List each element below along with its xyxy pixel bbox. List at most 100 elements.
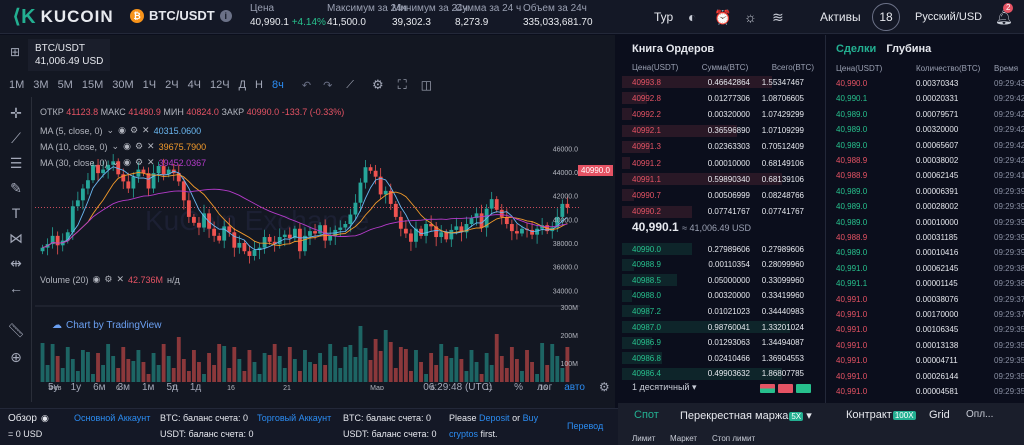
tab-trades[interactable]: Сделки bbox=[836, 43, 877, 55]
volume-legend[interactable]: Volume (20) ◉ ⚙ ✕ 42.736M н/д bbox=[40, 274, 180, 285]
pattern-icon[interactable]: ⋈ bbox=[9, 230, 23, 246]
tab-grid[interactable]: Grid bbox=[929, 409, 950, 421]
kucoin-logo[interactable]: ⟨K KUCOIN bbox=[12, 7, 114, 27]
chevron-down-icon[interactable]: ⌄ bbox=[111, 141, 120, 151]
assets-menu[interactable]: Активы bbox=[820, 0, 861, 34]
main-account-link[interactable]: Основной Аккаунт bbox=[74, 413, 151, 423]
bid-row[interactable]: 40986.8 0.02410466 1.36904553 bbox=[622, 352, 812, 365]
settings-gear-icon[interactable]: ⚙ bbox=[134, 141, 144, 151]
settings-gear-icon[interactable]: ⚙ bbox=[598, 380, 610, 394]
avatar[interactable]: 18 bbox=[872, 3, 900, 31]
theme-icon[interactable]: ◐ bbox=[688, 9, 697, 25]
close-icon[interactable]: ✕ bbox=[147, 157, 155, 167]
tab-spot[interactable]: Спот bbox=[634, 409, 659, 421]
daylight-icon[interactable]: ☼ bbox=[744, 9, 757, 25]
close-icon[interactable]: ✕ bbox=[116, 274, 125, 284]
chevron-down-icon[interactable]: ⌄ bbox=[106, 125, 115, 135]
measure-icon[interactable]: ⇹ bbox=[10, 255, 22, 271]
order-type-limit[interactable]: Лимит bbox=[632, 434, 656, 443]
undo-icon[interactable]: ↶ bbox=[301, 79, 312, 92]
settings-gear-icon[interactable]: ⚙ bbox=[129, 125, 139, 135]
grid-layout-icon[interactable]: ⊞ bbox=[9, 45, 21, 59]
order-type-stop-limit[interactable]: Стоп лимит bbox=[712, 434, 756, 443]
order-type-market[interactable]: Маркет bbox=[670, 434, 698, 443]
trendline-icon[interactable]: ⟋ bbox=[11, 130, 21, 146]
ask-row[interactable]: 40991.2 0.00010000 0.68149106 bbox=[622, 157, 812, 169]
ask-row[interactable]: 40992.2 0.00320000 1.07429299 bbox=[622, 108, 812, 121]
range-5d[interactable]: 5д bbox=[166, 381, 178, 393]
range-1d[interactable]: 1д bbox=[189, 381, 202, 393]
range-3m[interactable]: 3м bbox=[117, 381, 130, 393]
auto-toggle[interactable]: авто bbox=[564, 381, 585, 393]
range-6m[interactable]: 6м bbox=[93, 381, 106, 393]
asks-view-icon[interactable] bbox=[778, 384, 793, 393]
bid-row[interactable]: 40986.9 0.01293063 1.34494087 bbox=[622, 336, 812, 349]
log-toggle[interactable]: лог bbox=[537, 381, 553, 393]
tab-more[interactable]: Опл... bbox=[966, 409, 994, 420]
precision-selector[interactable]: 1 десятичный ▾ bbox=[632, 382, 697, 393]
tf-1w[interactable]: Н bbox=[255, 79, 263, 91]
tour-button[interactable]: Тур bbox=[654, 0, 673, 34]
ask-row[interactable]: 40990.7 0.00506999 0.08248766 bbox=[622, 189, 812, 202]
tf-15m[interactable]: 15М bbox=[81, 79, 104, 91]
cryptos-link[interactable]: cryptos bbox=[449, 429, 479, 439]
ma5-legend[interactable]: MA (5, close, 0) ⌄ ◉ ⚙ ✕ 40315.0600 bbox=[40, 125, 201, 136]
tab-contract[interactable]: Контракт 100X bbox=[846, 409, 916, 421]
eye-icon[interactable]: ◉ bbox=[41, 413, 49, 423]
indicators-icon[interactable]: ⟋ bbox=[346, 78, 354, 91]
bid-row[interactable]: 40990.0 0.27989606 0.27989606 bbox=[622, 243, 812, 255]
tf-5m[interactable]: 5М bbox=[57, 79, 73, 91]
ask-row[interactable]: 40991.1 0.59890340 0.68139106 bbox=[622, 173, 812, 186]
ma30-legend[interactable]: MA (30, close, 0) ⌄ ◉ ⚙ ✕ 39452.0367 bbox=[40, 157, 206, 168]
range-1y[interactable]: 1у bbox=[70, 381, 82, 393]
tf-1m[interactable]: 1М bbox=[9, 79, 25, 91]
bid-row[interactable]: 40987.0 0.98760041 1.33201024 bbox=[622, 321, 812, 333]
bid-row[interactable]: 40988.0 0.00320000 0.33419960 bbox=[622, 289, 812, 302]
eye-icon[interactable]: ◉ bbox=[123, 157, 131, 167]
settings-gear-icon[interactable]: ⚙ bbox=[372, 77, 384, 92]
eye-icon[interactable]: ◉ bbox=[118, 125, 126, 135]
transfer-link[interactable]: Перевод bbox=[567, 421, 604, 431]
bid-row[interactable]: 40987.2 0.01021023 0.34440983 bbox=[622, 305, 812, 318]
tf-30m[interactable]: 30М bbox=[112, 79, 134, 91]
bid-row[interactable]: 40986.4 0.49903632 1.86807785 bbox=[622, 367, 812, 380]
tradingview-brand[interactable]: ☁ Chart by TradingView bbox=[52, 320, 161, 331]
tf-1h[interactable]: 1Ч bbox=[142, 79, 157, 91]
bid-row[interactable]: 40988.5 0.05000000 0.33099960 bbox=[622, 274, 812, 287]
text-tool-icon[interactable]: T bbox=[11, 205, 21, 221]
tf-1d[interactable]: Д bbox=[238, 79, 247, 91]
tf-8h-active[interactable]: 8ч bbox=[272, 79, 284, 91]
close-icon[interactable]: ✕ bbox=[147, 141, 155, 151]
redo-icon[interactable]: ↷ bbox=[323, 79, 333, 92]
ruler-icon[interactable]: 📏︎ bbox=[7, 322, 25, 338]
pair-selector[interactable]: ₿ BTC/USDT i bbox=[130, 8, 232, 23]
tf-3m[interactable]: 3М bbox=[33, 79, 49, 91]
tab-depth[interactable]: Глубина bbox=[886, 43, 932, 55]
chevron-down-icon[interactable]: ⌄ bbox=[111, 157, 120, 167]
chart-svg[interactable]: KuCoin Exchange 46000.0 44000.0 42000.0 4000… bbox=[35, 130, 580, 390]
bell-icon[interactable]: 🔔︎ bbox=[995, 9, 1013, 25]
camera-icon[interactable]: ◫ bbox=[420, 78, 433, 92]
zoom-icon[interactable]: ⊕ bbox=[10, 349, 22, 365]
bid-row[interactable]: 40988.9 0.00110354 0.28099960 bbox=[622, 258, 812, 271]
settings-gear-icon[interactable]: ⚙ bbox=[104, 274, 113, 284]
crosshair-icon[interactable]: ✛ bbox=[10, 105, 22, 121]
back-arrow-icon[interactable]: ← bbox=[9, 280, 23, 296]
eye-icon[interactable]: ◉ bbox=[123, 141, 131, 151]
both-sides-view-icon[interactable] bbox=[760, 384, 775, 393]
trade-account-link[interactable]: Торговый Аккаунт bbox=[257, 413, 332, 423]
tf-12h[interactable]: 12Ч bbox=[210, 79, 230, 91]
range-5y[interactable]: 5у bbox=[48, 381, 59, 393]
deposit-link[interactable]: Deposit bbox=[479, 413, 510, 423]
settings-gear-icon[interactable]: ⚙ bbox=[134, 157, 144, 167]
bids-view-icon[interactable] bbox=[796, 384, 811, 393]
buy-link[interactable]: Buy bbox=[522, 413, 539, 423]
ask-row[interactable]: 40993.8 0.46642864 1.55347467 bbox=[622, 76, 812, 88]
eye-icon[interactable]: ◉ bbox=[92, 274, 101, 284]
ask-row[interactable]: 40991.3 0.02363303 0.70512409 bbox=[622, 140, 812, 153]
utc-time[interactable]: 06:29:48 (UTC) bbox=[423, 381, 493, 393]
ask-row[interactable]: 40992.1 0.36596890 1.07109299 bbox=[622, 124, 812, 137]
signal-icon[interactable]: ≋ bbox=[772, 9, 784, 25]
tf-4h[interactable]: 4Ч bbox=[187, 79, 202, 91]
ask-row[interactable]: 40992.8 0.01277306 1.08706605 bbox=[622, 92, 812, 105]
